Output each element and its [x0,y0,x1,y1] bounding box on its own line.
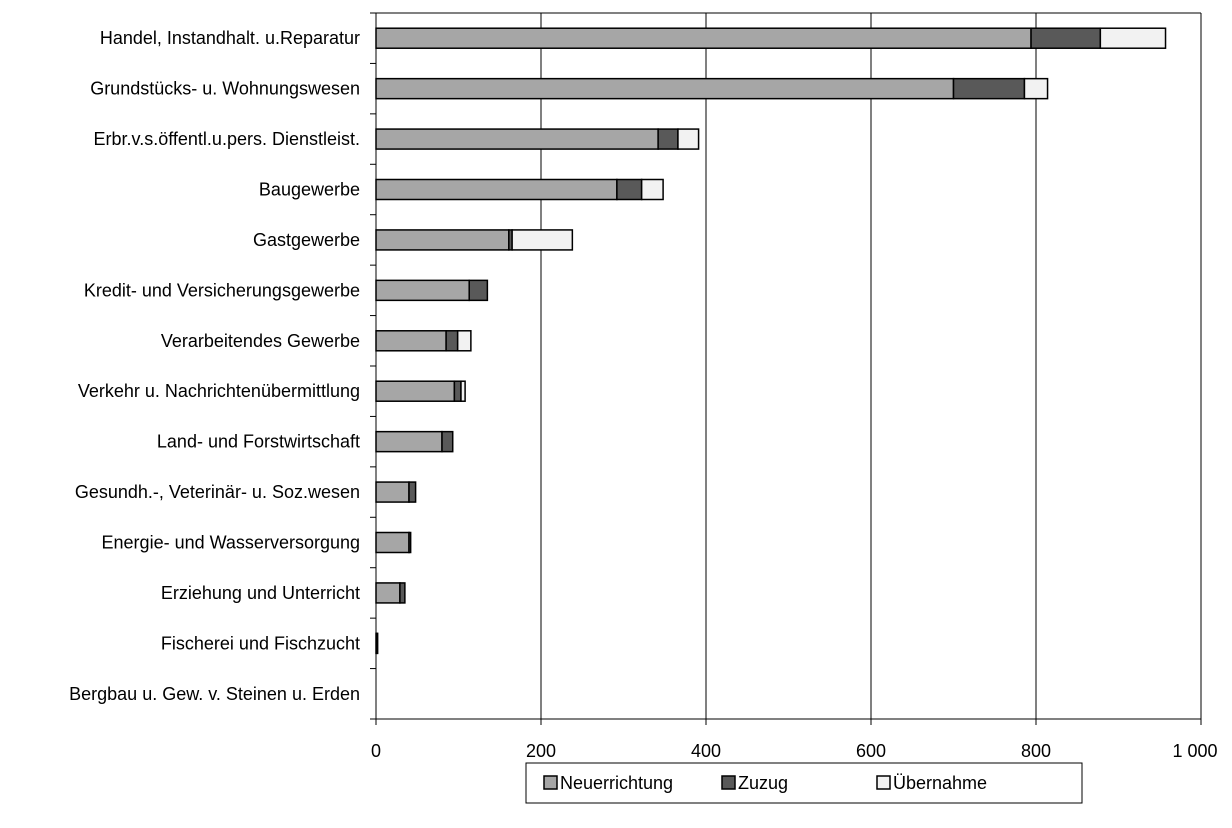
category-label: Grundstücks- u. Wohnungswesen [90,79,360,99]
bar-neuerrichtung-9 [375,481,410,503]
category-label: Erbr.v.s.öffentl.u.pers. Dienstleist. [94,129,360,149]
legend-swatch-zuzug [721,775,736,790]
legend-swatch-übernahme [876,775,891,790]
category-label: Handel, Instandhalt. u.Reparatur [100,28,360,48]
bar-zuzug-6 [445,330,459,352]
category-label: Verkehr u. Nachrichtenübermittlung [78,381,360,401]
category-label: Land- und Forstwirtschaft [157,432,360,452]
bar-neuerrichtung-11 [375,582,401,604]
x-tick-label: 0 [371,741,381,761]
category-label: Erziehung und Unterricht [161,583,360,603]
legend-swatch-neuerrichtung [543,775,558,790]
bar-zuzug-8 [441,430,454,453]
bar-neuerrichtung-10 [375,531,410,554]
x-tick-label: 200 [526,741,556,761]
bar-zuzug-2 [657,128,679,150]
bars [375,27,1167,655]
bar-neuerrichtung-6 [375,330,447,352]
bar-zuzug-1 [952,77,1026,100]
legend-box [525,762,1083,804]
bar-zuzug-3 [616,178,643,201]
bar-neuerrichtung-8 [375,430,443,453]
bar-zuzug-7 [453,380,462,402]
category-label: Energie- und Wasserversorgung [102,533,360,553]
bar-zuzug-12 [376,632,379,655]
bar-zuzug-9 [408,481,417,503]
category-label: Bergbau u. Gew. v. Steinen u. Erden [69,684,360,704]
axes [370,12,1202,725]
category-label: Gesundh.-, Veterinär- u. Soz.wesen [75,482,360,502]
bar-zuzug-0 [1030,27,1102,49]
bar-neuerrichtung-3 [375,178,618,201]
bar-neuerrichtung-2 [375,128,659,150]
bar-übernahme-1 [1023,77,1049,100]
bar-neuerrichtung-7 [375,380,456,402]
bar-neuerrichtung-4 [375,229,510,251]
bar-zuzug-5 [468,279,489,302]
bar-neuerrichtung-1 [375,77,955,100]
bar-zuzug-10 [408,531,412,554]
legend: Neuerrichtung Zuzug Übernahme [525,762,1083,804]
category-label: Kredit- und Versicherungsgewerbe [84,280,360,300]
bar-neuerrichtung-0 [375,27,1032,49]
category-label: Verarbeitendes Gewerbe [161,331,360,351]
category-label: Baugewerbe [259,180,360,200]
bar-übernahme-4 [511,229,574,251]
bar-zuzug-11 [399,582,406,604]
gridlines [376,12,1202,719]
category-labels: Handel, Instandhalt. u.Reparatur Grundstü… [69,28,360,704]
x-tick-label: 1 000 [1172,741,1217,761]
category-label: Gastgewerbe [253,230,360,250]
category-label: Fischerei und Fischzucht [161,633,360,653]
x-tick-label: 800 [1021,741,1051,761]
bar-neuerrichtung-5 [375,279,470,302]
legend-label: Zuzug [738,773,788,793]
x-tick-label: 600 [856,741,886,761]
bar-übernahme-0 [1099,27,1167,49]
legend-label: Neuerrichtung [560,773,673,793]
legend-label: Übernahme [893,773,987,793]
bar-übernahme-7 [460,380,466,402]
bar-übernahme-2 [677,128,700,150]
bar-übernahme-6 [456,330,472,352]
bar-übernahme-3 [640,178,664,201]
x-tick-labels: 0 200 400 600 800 1 000 [371,741,1218,761]
x-tick-label: 400 [691,741,721,761]
